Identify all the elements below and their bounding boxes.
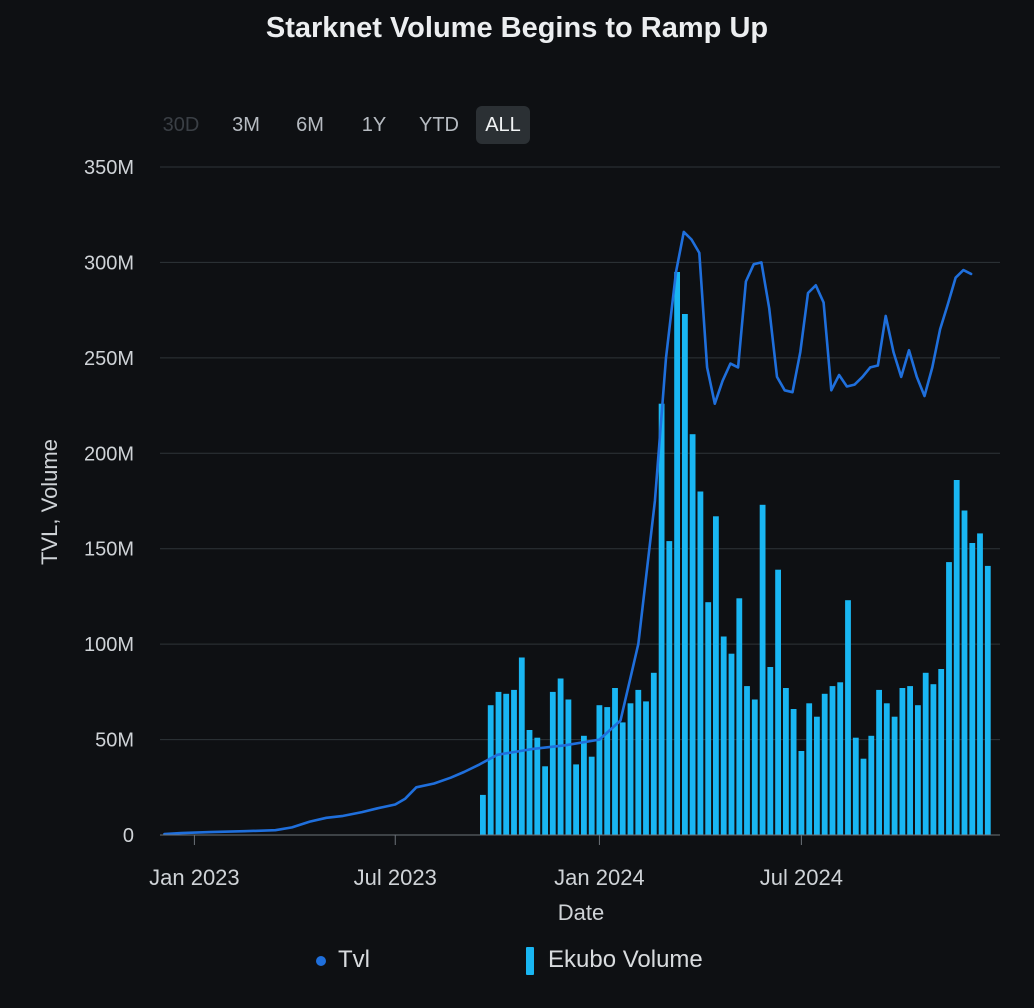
chart-title: Starknet Volume Begins to Ramp Up (265, 12, 769, 44)
volume-bar[interactable] (487, 705, 494, 835)
volume-bar[interactable] (728, 653, 735, 835)
legend-item-tvl[interactable]: Tvl (316, 946, 370, 974)
volume-bar[interactable] (518, 657, 525, 836)
volume-bar[interactable] (542, 766, 548, 835)
volume-bar[interactable] (798, 751, 805, 835)
y-tick-label: 300M (84, 252, 134, 274)
volume-bar[interactable] (938, 669, 945, 835)
range-button-all[interactable]: ALL (476, 106, 530, 144)
volume-bar[interactable] (915, 705, 921, 835)
volume-bar[interactable] (876, 689, 882, 835)
volume-bar[interactable] (845, 600, 851, 835)
range-button-6m[interactable]: 6M (296, 114, 324, 136)
volume-bar[interactable] (480, 794, 486, 835)
volume-bar[interactable] (674, 272, 680, 835)
volume-bar[interactable] (495, 691, 502, 835)
volume-bar[interactable] (511, 689, 517, 835)
volume-bar[interactable] (969, 543, 976, 835)
grid-lines (160, 166, 1000, 741)
volume-bar[interactable] (829, 686, 836, 835)
volume-bar[interactable] (682, 314, 688, 835)
x-tick-label: Jul 2024 (760, 865, 843, 890)
volume-bar[interactable] (814, 716, 820, 835)
range-button-ytd[interactable]: YTD (419, 114, 459, 136)
volume-bar[interactable] (526, 730, 533, 835)
range-button-3m[interactable]: 3M (232, 114, 260, 136)
legend-label-ekubo: Ekubo Volume (548, 946, 703, 973)
volume-bar[interactable] (744, 686, 750, 835)
legend-item-ekubo-volume[interactable]: Ekubo Volume (526, 946, 703, 975)
y-tick-label: 350M (84, 157, 134, 179)
volume-bar[interactable] (984, 565, 991, 835)
volume-bar[interactable] (619, 722, 626, 835)
volume-bar[interactable] (635, 689, 642, 835)
volume-bar[interactable] (697, 491, 704, 836)
volume-bar[interactable] (549, 691, 556, 835)
volume-bar[interactable] (557, 678, 564, 836)
volume-bar[interactable] (705, 602, 712, 835)
volume-bar[interactable] (658, 403, 665, 835)
range-button-1y[interactable]: 1Y (361, 114, 387, 136)
y-tick-label: 50M (95, 730, 134, 752)
volume-bar[interactable] (977, 533, 983, 835)
volume-bar[interactable] (604, 707, 611, 835)
volume-bar[interactable] (922, 672, 929, 835)
chart-canvas: 0 50M 100M 150M 200M 250M 300M 350M Jan 2023 Jul … (37, 157, 1000, 925)
x-tick-label: Jul 2023 (354, 865, 437, 890)
volume-bar[interactable] (930, 684, 937, 835)
legend-dot-icon (316, 955, 326, 966)
volume-bar[interactable] (713, 516, 719, 835)
volume-bar[interactable] (783, 688, 789, 835)
volume-bar[interactable] (767, 667, 774, 835)
tvl-line (163, 230, 973, 836)
volume-bar[interactable] (946, 562, 952, 835)
volume-bar[interactable] (806, 703, 813, 835)
volume-bar[interactable] (534, 737, 541, 835)
volume-bar[interactable] (907, 686, 913, 835)
volume-bar[interactable] (790, 709, 797, 835)
y-tick-label: 250M (84, 348, 134, 370)
x-axis-label: Date (558, 900, 604, 925)
volume-bar[interactable] (868, 735, 875, 835)
volume-bar[interactable] (775, 569, 781, 835)
volume-bar[interactable] (689, 434, 696, 835)
volume-bar[interactable] (883, 703, 890, 835)
volume-bar[interactable] (891, 716, 898, 835)
volume-bar[interactable] (953, 480, 960, 835)
volume-bar[interactable] (627, 703, 634, 835)
volume-bar[interactable] (503, 693, 510, 835)
volume-bar[interactable] (837, 682, 844, 835)
y-tick-label: 0 (123, 825, 134, 847)
volume-bar[interactable] (581, 735, 587, 835)
y-tick-label: 100M (84, 634, 134, 656)
volume-bar[interactable] (650, 672, 657, 835)
volume-bar[interactable] (612, 688, 618, 835)
volume-bar[interactable] (573, 764, 579, 835)
volume-bar[interactable] (720, 636, 727, 836)
volume-bar[interactable] (736, 598, 743, 835)
legend-bar-icon (526, 946, 534, 975)
axes: 0 50M 100M 150M 200M 250M 300M 350M Jan 2023 Jul … (84, 157, 1000, 890)
y-tick-label: 150M (84, 539, 134, 561)
volume-bar[interactable] (596, 705, 603, 835)
volume-bar[interactable] (565, 699, 572, 836)
volume-bar[interactable] (666, 541, 673, 835)
volume-bar[interactable] (860, 758, 867, 835)
volume-bar[interactable] (899, 688, 906, 835)
y-axis-label: TVL, Volume (37, 439, 62, 565)
volume-bar[interactable] (821, 693, 828, 835)
y-tick-label: 200M (84, 443, 134, 465)
range-button-30d: 30D (162, 114, 200, 136)
volume-bar[interactable] (751, 699, 758, 836)
volume-bars (480, 272, 991, 835)
volume-bar[interactable] (643, 701, 649, 835)
volume-bar[interactable] (852, 737, 859, 835)
volume-bar[interactable] (961, 510, 968, 836)
legend-label-tvl: Tvl (338, 946, 370, 973)
volume-bar[interactable] (759, 504, 766, 835)
x-tick-label: Jan 2023 (149, 865, 240, 890)
tvl-series-line[interactable] (163, 230, 973, 836)
x-tick-label: Jan 2024 (554, 865, 645, 890)
volume-bar[interactable] (588, 756, 595, 835)
